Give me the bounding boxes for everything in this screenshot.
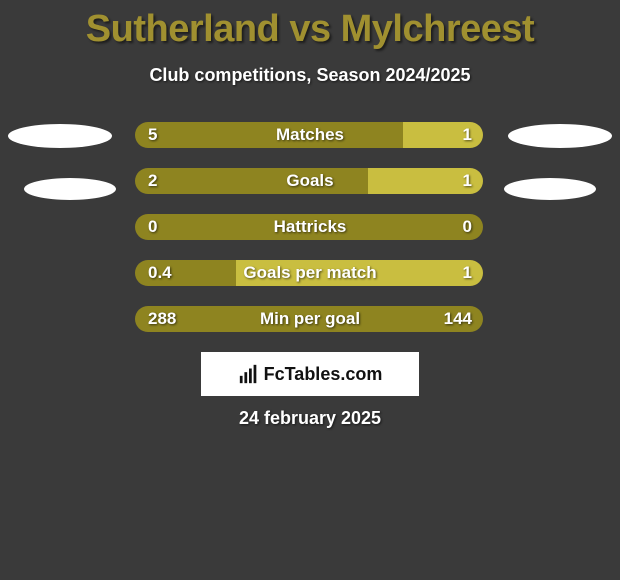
page-title: Sutherland vs Mylchreest bbox=[0, 0, 620, 51]
stat-label: Matches bbox=[0, 122, 620, 148]
stat-row: 0.41Goals per match bbox=[0, 260, 620, 286]
stat-label: Goals bbox=[0, 168, 620, 194]
stat-label: Min per goal bbox=[0, 306, 620, 332]
stat-label: Hattricks bbox=[0, 214, 620, 240]
chart-icon bbox=[238, 363, 260, 385]
subtitle: Club competitions, Season 2024/2025 bbox=[0, 65, 620, 86]
stat-row: 288144Min per goal bbox=[0, 306, 620, 332]
stat-row: 21Goals bbox=[0, 168, 620, 194]
stat-label: Goals per match bbox=[0, 260, 620, 286]
stat-row: 00Hattricks bbox=[0, 214, 620, 240]
comparison-chart: 51Matches 21Goals 00Hattricks 0.41Goals per… bbox=[0, 122, 620, 332]
logo-box: FcTables.com bbox=[201, 352, 419, 396]
date-text: 24 february 2025 bbox=[0, 408, 620, 429]
stat-row: 51Matches bbox=[0, 122, 620, 148]
logo-text: FcTables.com bbox=[264, 364, 383, 385]
